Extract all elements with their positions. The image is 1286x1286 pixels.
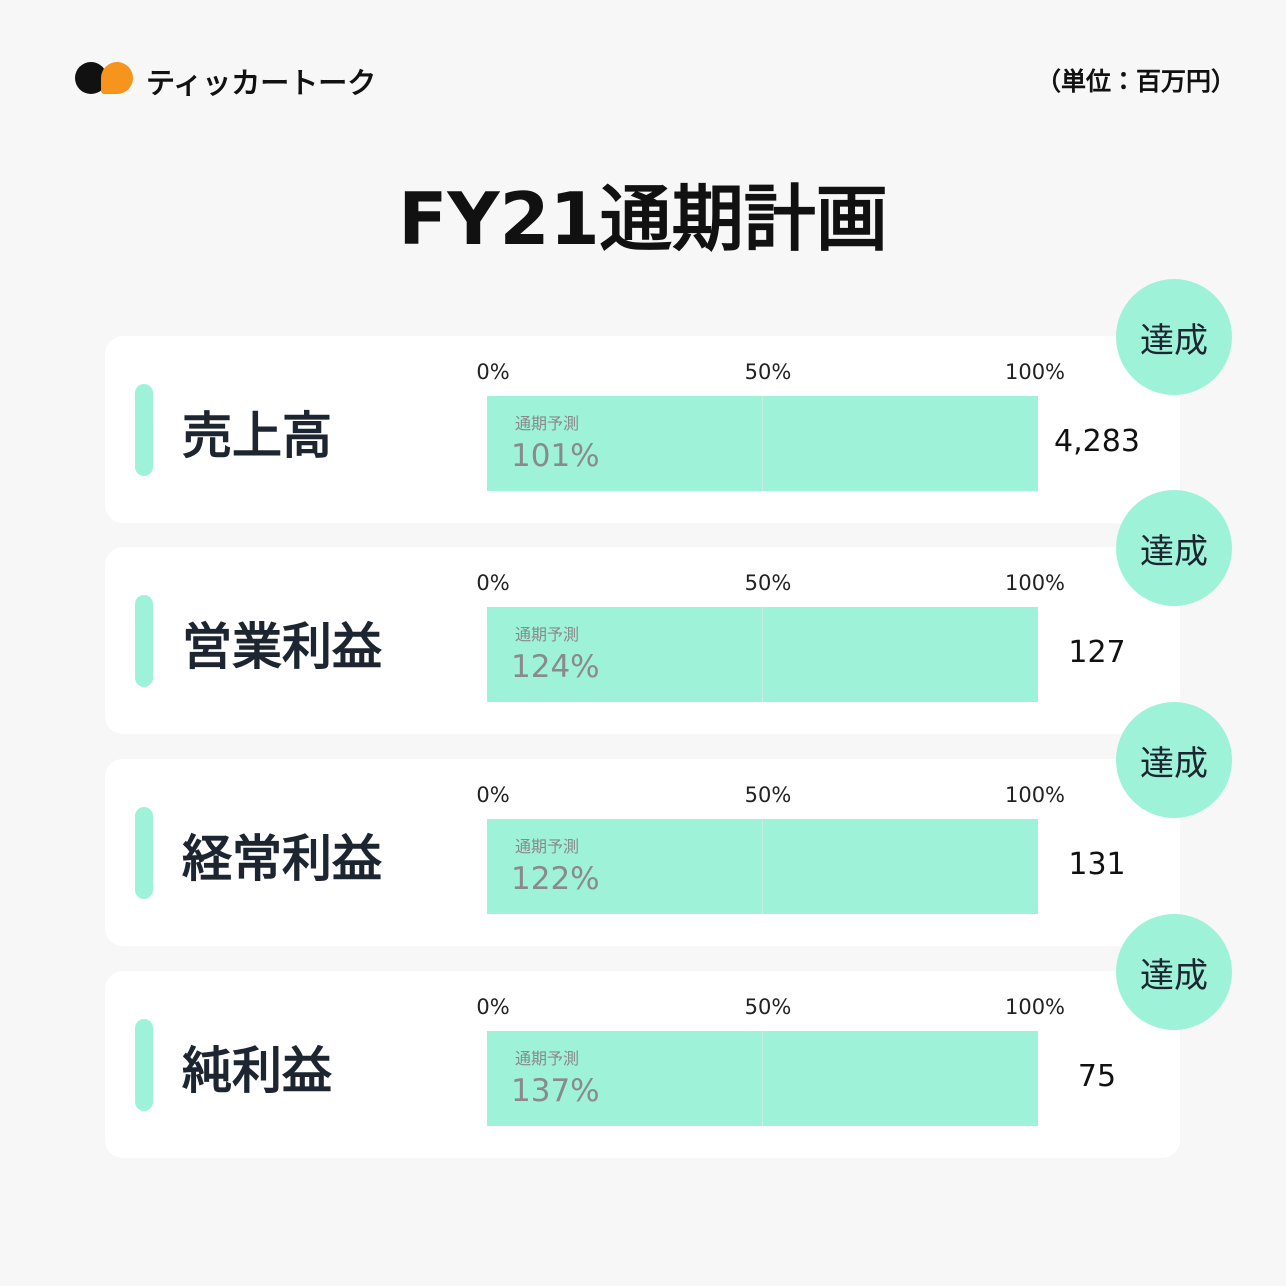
badge: 達成 [1116, 702, 1232, 818]
tick-label: 100% [1004, 783, 1066, 807]
progress-bar: 通期予測 101% [487, 396, 1038, 491]
logo [75, 62, 137, 96]
row-value: 4,283 [1054, 424, 1140, 459]
row-value: 131 [1068, 847, 1126, 882]
tick-label: 0% [476, 995, 510, 1019]
brand: ティッカートーク [146, 66, 377, 100]
tick-label: 50% [744, 571, 792, 595]
row-label: 営業利益 [182, 618, 382, 676]
badge: 達成 [1116, 279, 1232, 395]
progress-bar: 通期予測 122% [487, 819, 1038, 914]
tick-label: 0% [476, 783, 510, 807]
row-label: 純利益 [182, 1042, 332, 1100]
accent-bar [135, 595, 153, 687]
badge: 達成 [1116, 490, 1232, 606]
row-label: 経常利益 [182, 830, 382, 888]
midline [762, 1031, 763, 1126]
bar-label: 通期予測 [515, 1049, 580, 1068]
accent-bar [135, 384, 153, 476]
achievement-rate: 124% [511, 649, 600, 685]
row-value: 127 [1068, 635, 1126, 670]
midline [762, 607, 763, 702]
progress-bar: 通期予測 124% [487, 607, 1038, 702]
achievement-rate: 101% [511, 438, 600, 474]
tick-label: 100% [1004, 360, 1066, 384]
tick-label: 50% [744, 360, 792, 384]
row-card: 営業利益 0% 50% 100% 通期予測 124% 127 [105, 547, 1180, 734]
progress-bar: 通期予測 137% [487, 1031, 1038, 1126]
bar-label: 通期予測 [515, 625, 580, 644]
tick-label: 100% [1004, 571, 1066, 595]
achievement-rate: 122% [511, 861, 600, 897]
midline [762, 819, 763, 914]
row-card: 経常利益 0% 50% 100% 通期予測 122% 131 [105, 759, 1180, 946]
row-label: 売上高 [182, 407, 332, 465]
logo-dot-orange [101, 62, 133, 94]
accent-bar [135, 1019, 153, 1111]
title: FY21通期計画 [398, 177, 888, 261]
badge: 達成 [1116, 914, 1232, 1030]
accent-bar [135, 807, 153, 899]
tick-label: 50% [744, 995, 792, 1019]
row-card: 純利益 0% 50% 100% 通期予測 137% 75 [105, 971, 1180, 1158]
tick-label: 0% [476, 360, 510, 384]
row-card: 売上高 0% 50% 100% 通期予測 101% 4,283 [105, 336, 1180, 523]
bar-label: 通期予測 [515, 837, 580, 856]
unit: （単位：百万円） [1035, 67, 1236, 96]
achievement-rate: 137% [511, 1073, 600, 1109]
tick-label: 100% [1004, 995, 1066, 1019]
bar-label: 通期予測 [515, 414, 580, 433]
row-value: 75 [1077, 1059, 1117, 1094]
tick-label: 0% [476, 571, 510, 595]
tick-label: 50% [744, 783, 792, 807]
midline [762, 396, 763, 491]
